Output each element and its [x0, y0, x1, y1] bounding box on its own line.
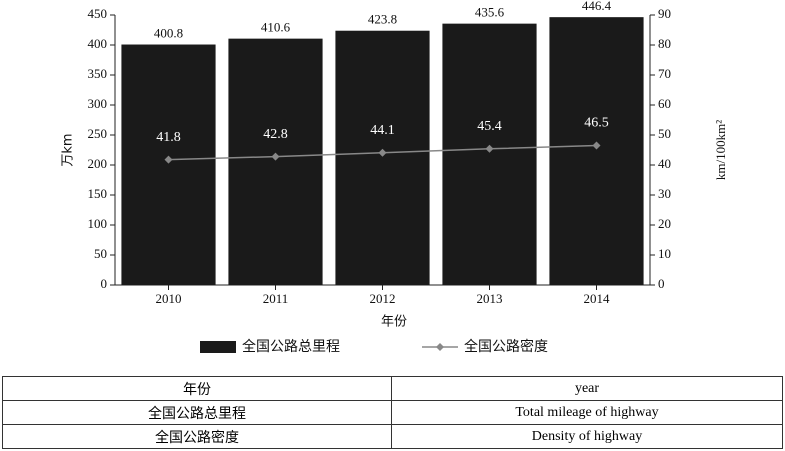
x-axis-label: 年份 [381, 315, 407, 330]
table-cell: 全国公路密度 [2, 424, 392, 449]
legend-label: 全国公路密度 [464, 338, 548, 355]
table-cell: 全国公路总里程 [2, 400, 392, 425]
x-tick-label: 2011 [263, 291, 289, 306]
y-tick-label: 450 [88, 6, 108, 21]
y2-tick-label: 70 [658, 66, 671, 81]
bar-value-label: 400.8 [154, 26, 183, 41]
table: 年份 year 全国公路总里程 Total mileage of highway 全国公… [2, 376, 783, 449]
y2-tick-label: 90 [658, 6, 671, 21]
y2-tick-label: 80 [658, 36, 671, 51]
bar [121, 44, 216, 285]
x-tick-label: 2010 [156, 291, 182, 306]
y-axis-label: 万km [61, 133, 76, 166]
table-cell: 年份 [2, 376, 392, 401]
y-tick-label: 400 [88, 36, 108, 51]
line-marker [271, 152, 280, 161]
bar [442, 23, 537, 285]
y2-tick-label: 20 [658, 216, 671, 231]
y2-tick-label: 30 [658, 186, 671, 201]
line-marker [378, 148, 387, 157]
bar [228, 38, 323, 285]
y-tick-label: 200 [88, 156, 108, 171]
line-value-label: 45.4 [477, 119, 502, 134]
line-value-label: 44.1 [370, 123, 395, 138]
table-cell: Density of highway [391, 424, 783, 449]
x-tick-label: 2012 [370, 291, 396, 306]
bar-value-label: 410.6 [261, 20, 291, 35]
table-row: 全国公路密度 Density of highway [2, 424, 783, 449]
table-row: 年份 year [2, 376, 783, 401]
line-value-label: 46.5 [584, 116, 609, 131]
bar [335, 30, 430, 285]
y2-axis-label: km/100km² [713, 120, 728, 180]
y-tick-label: 150 [88, 186, 108, 201]
legend-marker [436, 343, 444, 351]
line-marker [592, 141, 601, 150]
chart: 年份 万km km/100km² 05010015020025030035040… [61, 0, 728, 355]
bar-value-label: 446.4 [582, 0, 612, 13]
y2-tick-label: 50 [658, 126, 671, 141]
x-tick-label: 2014 [584, 291, 611, 306]
y-tick-label: 350 [88, 66, 108, 81]
y2-tick-label: 40 [658, 156, 671, 171]
bar [549, 17, 644, 285]
table-row: 全国公路总里程 Total mileage of highway [2, 400, 783, 425]
table-cell: Total mileage of highway [391, 400, 783, 425]
legend-label: 全国公路总里程 [242, 338, 340, 355]
y-tick-label: 300 [88, 96, 108, 111]
table-cell: year [391, 376, 783, 401]
line-value-label: 41.8 [156, 130, 181, 145]
x-tick-label: 2013 [477, 291, 503, 306]
y2-tick-label: 0 [658, 276, 665, 291]
y2-tick-label: 60 [658, 96, 671, 111]
y-tick-label: 250 [88, 126, 108, 141]
y-tick-label: 0 [101, 276, 108, 291]
line-marker [164, 155, 173, 164]
line-value-label: 42.8 [263, 127, 288, 142]
line-marker [485, 144, 494, 153]
bar-value-label: 423.8 [368, 12, 397, 27]
bar-value-label: 435.6 [475, 5, 505, 20]
y-tick-label: 100 [88, 216, 108, 231]
legend-swatch [200, 341, 236, 353]
y2-tick-label: 10 [658, 246, 671, 261]
y-tick-label: 50 [94, 246, 107, 261]
